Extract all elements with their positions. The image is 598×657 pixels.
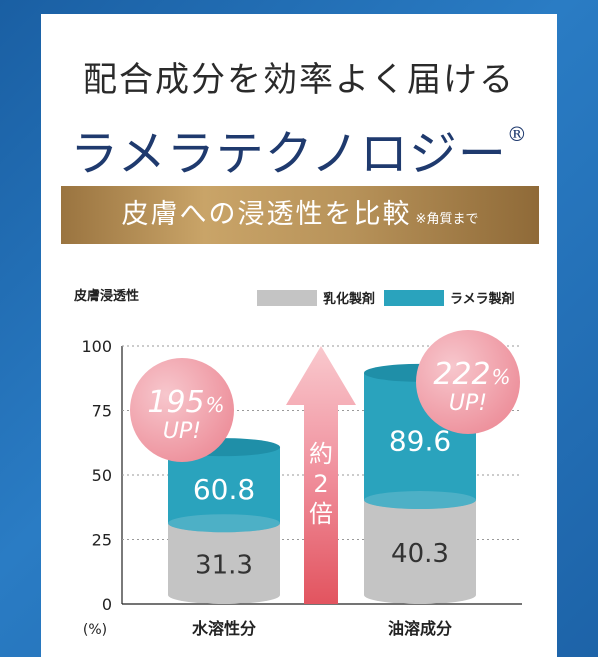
brand-name: ラメラテクノロジー (70, 126, 507, 182)
badge-percent: 195 (147, 385, 204, 420)
bar-seam (168, 514, 280, 533)
up-badge (130, 358, 234, 462)
badge-up: UP! (449, 391, 487, 416)
legend-label-emulsion: 乳化製剤 (323, 291, 375, 307)
y-tick-label: 100 (81, 337, 112, 356)
up-badge (416, 330, 520, 434)
y-axis-label: 皮膚浸透性 (73, 288, 139, 304)
y-tick-label: 0 (102, 595, 112, 614)
x-label-water: 水溶性分 (192, 619, 256, 638)
band-title: 皮膚への浸透性を比較 (121, 199, 412, 230)
legend-swatch-emulsion (257, 290, 317, 306)
comparison-band: 皮膚への浸透性を比較 ※角質まで (61, 186, 539, 244)
y-tick-label: 25 (92, 531, 112, 550)
bar-emulsion (364, 500, 476, 604)
arrow-text-1: 約 (309, 440, 333, 468)
badge-up: UP! (163, 419, 201, 444)
badge-percent-sign: % (205, 393, 224, 417)
registered-mark: ® (506, 122, 528, 146)
arrow-text-3: 倍 (309, 500, 333, 528)
data-label-lamellar: 60.8 (193, 473, 255, 506)
bar-emulsion (168, 523, 280, 604)
legend-label-lamellar: ラメラ製剤 (450, 291, 515, 307)
brand-title: ラメラテクノロジー® (41, 114, 557, 184)
legend-swatch-lamellar (384, 290, 444, 306)
arrow-text-2: 2 (313, 470, 328, 498)
x-unit-label: (%) (83, 622, 107, 638)
x-label-oil: 油溶成分 (388, 619, 452, 638)
data-label-emulsion: 40.3 (391, 539, 449, 569)
bar-seam (364, 491, 476, 510)
data-label-emulsion: 31.3 (195, 551, 253, 581)
y-tick-label: 50 (92, 466, 112, 485)
data-label-lamellar: 89.6 (389, 424, 451, 457)
double-arrow (286, 346, 356, 604)
band-note: ※角質まで (415, 212, 479, 227)
bar-lamellar (168, 447, 280, 533)
badge-percent: 222 (433, 357, 490, 392)
y-tick-label: 75 (92, 402, 112, 421)
badge-percent-sign: % (491, 365, 510, 389)
headline: 配合成分を効率よく届ける (83, 60, 515, 100)
